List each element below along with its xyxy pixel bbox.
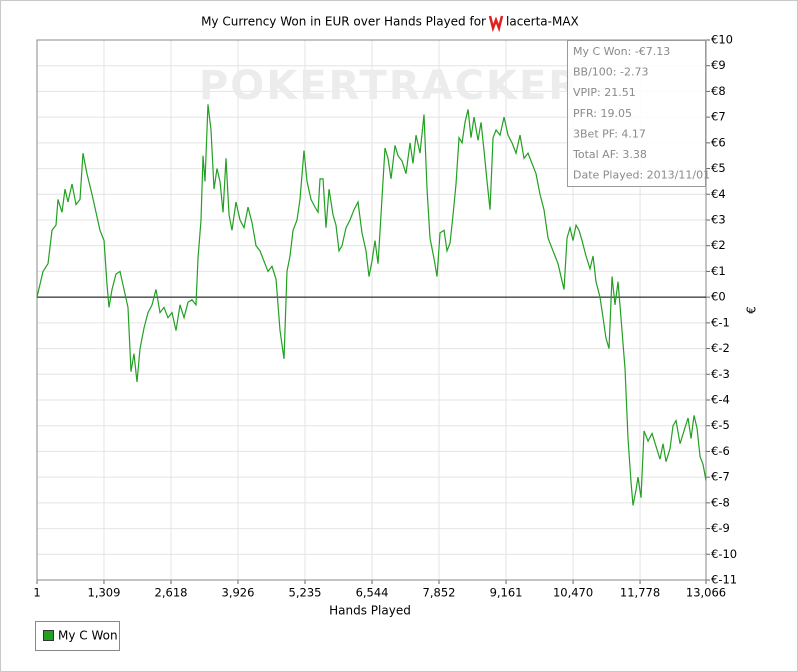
chart-title: My Currency Won in EUR over Hands Played… — [201, 15, 486, 29]
stat-line: Date Played: 2013/11/01 — [573, 169, 710, 182]
player-icon — [488, 15, 504, 33]
x-tick-label: 1 — [33, 586, 40, 600]
x-axis-label: Hands Played — [329, 604, 411, 618]
x-tick-label: 6,544 — [356, 586, 389, 600]
y-tick-label: €3 — [711, 213, 726, 227]
y-tick-label: €2 — [711, 238, 726, 252]
x-tick-label: 11,778 — [620, 586, 660, 600]
y-tick-label: €-2 — [711, 341, 730, 355]
x-tick-label: 9,161 — [490, 586, 523, 600]
y-tick-label: €-10 — [711, 547, 737, 561]
y-tick-label: €-1 — [711, 315, 730, 329]
y-tick-label: €-4 — [711, 393, 730, 407]
x-tick-label: 5,235 — [289, 586, 322, 600]
y-axis-label: € — [745, 306, 759, 314]
watermark: POKERTRACKER — [199, 63, 581, 109]
y-tick-label: €1 — [711, 264, 726, 278]
y-tick-label: €6 — [711, 135, 726, 149]
stat-line: Total AF: 3.38 — [572, 148, 647, 161]
y-tick-label: €-9 — [711, 521, 730, 535]
x-tick-label: 3,926 — [222, 586, 255, 600]
y-tick-label: €10 — [711, 33, 733, 47]
series-line — [36, 104, 707, 506]
plot-border — [36, 39, 707, 581]
stat-line: 3Bet PF: 4.17 — [573, 127, 646, 140]
x-tick-label: 2,618 — [155, 586, 188, 600]
player-name: lacerta-MAX — [506, 15, 579, 29]
y-tick-label: €-7 — [711, 470, 730, 484]
y-tick-label: €5 — [711, 161, 726, 175]
y-tick-label: €0 — [711, 290, 726, 304]
x-tick-label: 13,066 — [686, 586, 726, 600]
stat-line: VPIP: 21.51 — [573, 86, 636, 99]
stats: My C Won: -€7.13 BB/100: -2.73 VPIP: 21.51… — [572, 45, 710, 182]
x-tick-label: 10,470 — [553, 586, 593, 600]
y-tick-label: €7 — [711, 110, 726, 124]
plot — [36, 104, 707, 506]
stat-line: PFR: 19.05 — [573, 107, 632, 120]
stats-box — [567, 40, 706, 187]
stat-line: My C Won: -€7.13 — [573, 45, 670, 58]
stat-line: BB/100: -2.73 — [573, 66, 648, 79]
x-tick-label: 1,309 — [88, 586, 121, 600]
y-tick-label: €9 — [711, 58, 726, 72]
y-tick-label: €-6 — [711, 444, 730, 458]
legend-label: My C Won — [58, 629, 118, 643]
x-tick-label: 7,852 — [423, 586, 456, 600]
y-tick-label: €8 — [711, 84, 726, 98]
y-tick-label: €-3 — [711, 367, 730, 381]
y-tick-label: €-8 — [711, 495, 730, 509]
y-tick-label: €-11 — [711, 573, 737, 587]
legend-swatch — [43, 630, 54, 641]
legend-items: My C Won — [43, 629, 118, 643]
y-tick-label: €4 — [711, 187, 726, 201]
y-tick-label: €-5 — [711, 418, 730, 432]
